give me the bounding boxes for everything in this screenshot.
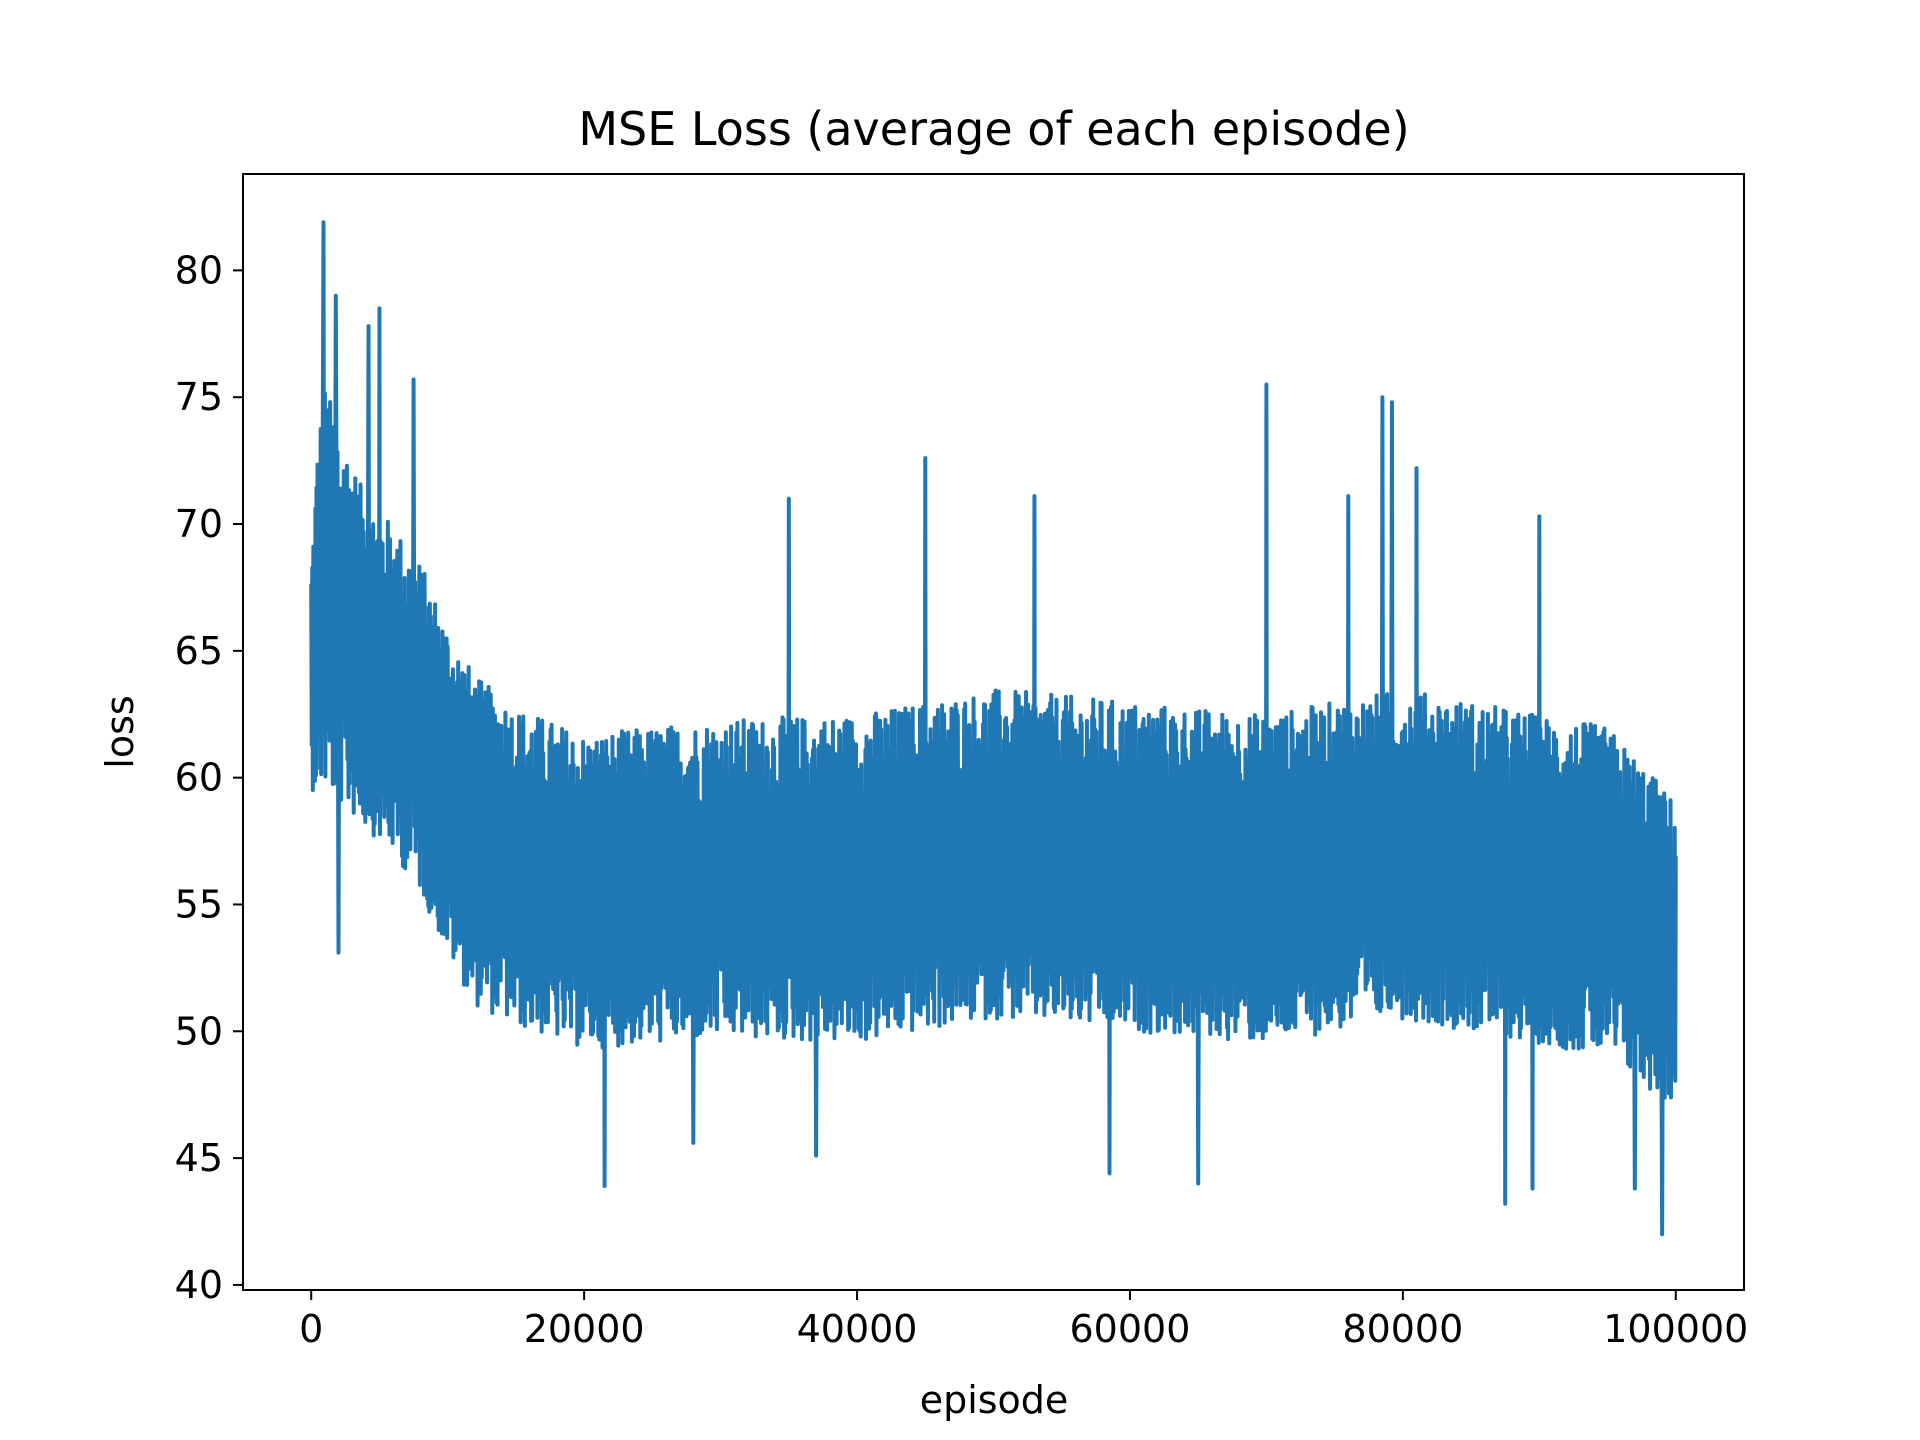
- series-layer: [309, 220, 1678, 1237]
- y-axis-label: loss: [98, 695, 142, 768]
- x-tick-label: 80000: [1342, 1307, 1463, 1351]
- y-axis: 40 45 50 55 60 65 70 75 80: [175, 248, 243, 1307]
- y-tick-label: 45: [175, 1136, 223, 1180]
- series-line-loss: [309, 220, 1678, 1237]
- y-tick-label: 65: [175, 629, 223, 673]
- y-tick-label: 50: [175, 1009, 223, 1053]
- x-tick-label: 0: [299, 1307, 323, 1351]
- y-tick-label: 40: [175, 1263, 223, 1307]
- chart-title: MSE Loss (average of each episode): [578, 102, 1409, 156]
- y-tick-label: 75: [175, 375, 223, 419]
- y-tick-label: 80: [175, 248, 223, 292]
- x-tick-label: 40000: [797, 1307, 918, 1351]
- y-tick-label: 55: [175, 882, 223, 926]
- x-tick-label: 20000: [524, 1307, 645, 1351]
- plot-area: [242, 173, 1745, 1291]
- x-axis-label: episode: [920, 1378, 1069, 1422]
- y-tick-label: 70: [175, 502, 223, 546]
- x-axis: 0 20000 40000 60000 80000 100000: [299, 1290, 1748, 1351]
- x-tick-label: 100000: [1603, 1307, 1748, 1351]
- y-tick-label: 60: [175, 756, 223, 800]
- plot-frame: [242, 173, 1745, 1291]
- x-tick-label: 60000: [1070, 1307, 1191, 1351]
